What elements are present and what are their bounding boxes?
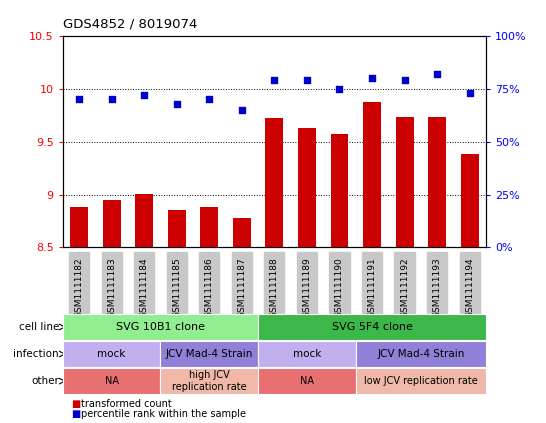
Point — [140, 92, 149, 99]
Bar — [233, 218, 251, 247]
Text: SVG 5F4 clone: SVG 5F4 clone — [331, 322, 412, 332]
Point — [238, 107, 246, 113]
Text: ■: ■ — [71, 399, 80, 409]
Text: percentile rank within the sample: percentile rank within the sample — [81, 409, 246, 419]
Text: high JCV
replication rate: high JCV replication rate — [172, 370, 247, 392]
Text: mock: mock — [293, 349, 321, 359]
Bar — [363, 102, 381, 247]
Bar — [298, 128, 316, 247]
Point — [465, 90, 474, 96]
Text: JCV Mad-4 Strain: JCV Mad-4 Strain — [377, 349, 465, 359]
Point — [335, 85, 344, 92]
Text: infection: infection — [13, 349, 59, 359]
Bar — [168, 211, 186, 247]
Text: GDS4852 / 8019074: GDS4852 / 8019074 — [63, 17, 197, 30]
Bar — [396, 117, 413, 247]
Bar — [330, 135, 348, 247]
Text: JCV Mad-4 Strain: JCV Mad-4 Strain — [165, 349, 253, 359]
Bar — [461, 154, 479, 247]
Bar — [428, 117, 446, 247]
Bar — [200, 207, 218, 247]
Bar — [265, 118, 283, 247]
Text: cell line: cell line — [19, 322, 59, 332]
Point — [433, 71, 442, 77]
Point — [400, 77, 409, 84]
Point — [173, 100, 181, 107]
Point — [107, 96, 116, 103]
Point — [302, 77, 311, 84]
Point — [367, 75, 376, 82]
Text: other: other — [31, 376, 59, 386]
Text: ■: ■ — [71, 409, 80, 419]
Bar — [103, 200, 121, 247]
Text: mock: mock — [97, 349, 126, 359]
Text: transformed count: transformed count — [81, 399, 171, 409]
Text: NA: NA — [300, 376, 314, 386]
Bar — [135, 194, 153, 247]
Point — [270, 77, 278, 84]
Point — [75, 96, 84, 103]
Text: NA: NA — [105, 376, 118, 386]
Point — [205, 96, 213, 103]
Text: SVG 10B1 clone: SVG 10B1 clone — [116, 322, 205, 332]
Bar — [70, 207, 88, 247]
Text: low JCV replication rate: low JCV replication rate — [364, 376, 478, 386]
